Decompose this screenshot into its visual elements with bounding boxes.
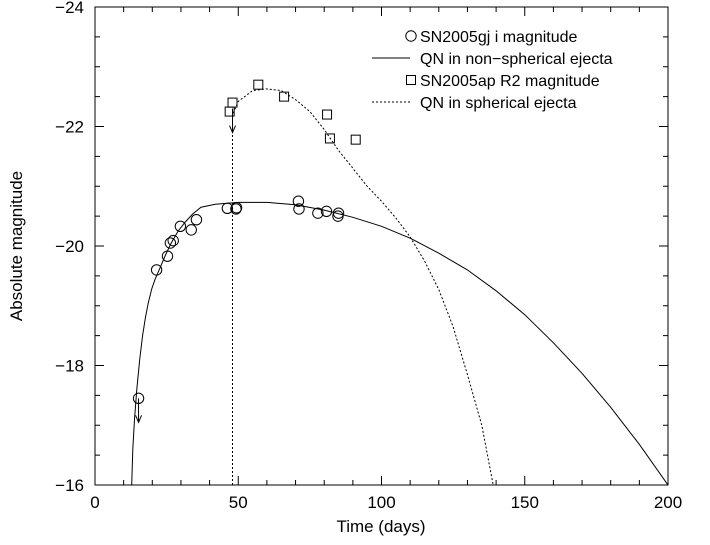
x-axis-label: Time (days) (336, 517, 425, 536)
sn2005ap-point (227, 97, 238, 108)
x-tick-label: 100 (367, 493, 395, 512)
sn2005ap-point (279, 91, 290, 102)
x-tick-labels: 0 50 100 150 200 (90, 493, 682, 512)
y-tick-label: −24 (55, 0, 84, 17)
y-tick-label: −18 (55, 357, 84, 376)
upper-limit-arrow-head (135, 415, 143, 424)
sn2005ap-point (324, 133, 335, 144)
legend-label: QN in non−spherical ejecta (420, 51, 613, 68)
sn2005gj-point (164, 237, 177, 249)
legend-label: SN2005gj i magnitude (420, 29, 578, 46)
sn2005ap-point (253, 79, 264, 90)
y-tick-labels: −16 −18 −20 −22 −24 (55, 0, 84, 495)
x-tick-label: 50 (229, 493, 248, 512)
sn2005gj-point (150, 264, 163, 276)
x-tick-label: 0 (90, 493, 99, 512)
x-tick-label: 200 (654, 493, 682, 512)
sn2005gj-point (167, 234, 179, 247)
legend: SN2005gj i magnitude QN in non−spherical … (372, 29, 613, 112)
legend-circle-marker (405, 30, 417, 42)
sn2005ap-point (322, 109, 333, 120)
spherical-ejecta-curve (232, 88, 494, 485)
y-tick-label: −22 (55, 118, 84, 137)
x-tick-label: 150 (511, 493, 539, 512)
sn2005gj-point (190, 214, 203, 226)
sn2005gj-point (161, 250, 174, 262)
legend-square-marker (406, 75, 416, 85)
sn2005gj-point (320, 205, 333, 218)
plot-area (131, 79, 668, 485)
sn2005gj-point (332, 207, 345, 219)
series-markers (132, 79, 361, 424)
sn2005ap-point (350, 134, 361, 145)
y-tick-label: −16 (55, 476, 84, 495)
y-axis-label: Absolute magnitude (7, 171, 26, 321)
sn2005gj-point (312, 207, 324, 219)
upper-limit-arrow-head (229, 125, 236, 134)
tick-marks (94, 6, 669, 486)
y-tick-label: −20 (55, 237, 84, 256)
sn2005gj-point (185, 224, 197, 236)
sn2005gj-point (293, 203, 305, 215)
sn2005gj-point (174, 220, 187, 232)
sn2005gj-point (221, 202, 234, 215)
non-spherical-ejecta-curve (131, 201, 668, 485)
series-lines (131, 88, 668, 485)
sn2005gj-point (292, 195, 305, 207)
sn2005gj-point (230, 202, 243, 214)
legend-label: SN2005ap R2 magnitude (420, 73, 600, 90)
legend-label: QN in spherical ejecta (420, 95, 577, 112)
